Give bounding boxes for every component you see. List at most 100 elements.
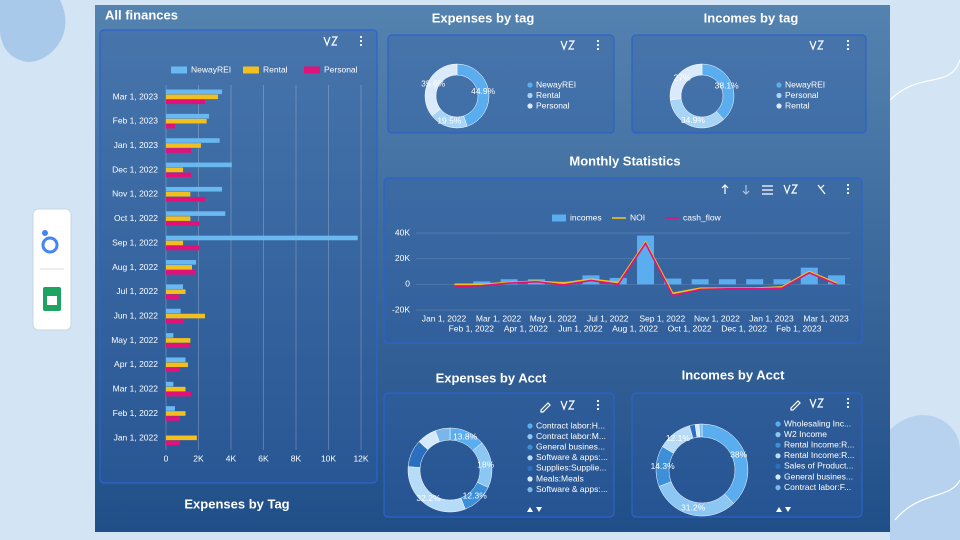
sort-icon[interactable] <box>809 398 825 409</box>
bar <box>166 221 200 226</box>
bar <box>166 338 191 343</box>
menu-icon <box>846 401 850 405</box>
x-tick-label: Jan 1, 2022 <box>422 313 467 323</box>
panel <box>631 392 863 518</box>
sort-up-icon[interactable] <box>721 184 729 194</box>
slice-label: 13.8% <box>453 432 478 442</box>
slice-label: 31.2% <box>681 503 706 513</box>
x-tick-label: 10K <box>321 453 336 463</box>
y-tick-label: Mar 1, 2023 <box>113 91 159 101</box>
looker-icon[interactable] <box>41 236 59 254</box>
legend-label: Rental <box>536 90 561 100</box>
bar <box>166 235 358 241</box>
y-tick-label: 40K <box>395 227 410 237</box>
bar <box>166 94 218 100</box>
filter-icon[interactable] <box>762 185 773 195</box>
bar <box>746 279 764 285</box>
legend-dot <box>775 453 781 459</box>
legend-label: Rental <box>263 64 288 74</box>
legend-label: Rental Income:R... <box>784 439 854 449</box>
legend-label: Personal <box>324 64 358 74</box>
legend-dot <box>775 421 781 427</box>
bar <box>166 343 191 348</box>
sort-icon[interactable] <box>809 40 825 51</box>
legend-label: Software & apps:... <box>536 484 608 494</box>
legend-swatch <box>304 66 320 74</box>
y-tick-label: Dec 1, 2022 <box>112 164 158 174</box>
edit-icon[interactable] <box>540 402 551 413</box>
y-tick-label: Oct 1, 2022 <box>114 213 158 223</box>
menu-icon <box>596 47 600 51</box>
legend-dot <box>775 432 781 438</box>
menu-icon[interactable] <box>846 39 850 43</box>
sort-icon[interactable] <box>560 40 576 51</box>
legend-label: General busines... <box>784 471 853 481</box>
menu-icon[interactable] <box>359 35 363 39</box>
bar <box>166 313 205 319</box>
decoration <box>889 59 960 101</box>
legend-dot <box>527 465 533 471</box>
legend-label: Contract labor:F... <box>784 482 851 492</box>
bar <box>166 386 186 392</box>
legend-label: Rental Income:R... <box>784 450 854 460</box>
legend-label: Software & apps:... <box>536 452 608 462</box>
bar <box>166 391 192 397</box>
menu-icon[interactable] <box>846 397 850 401</box>
slice-label: 27% <box>674 73 691 83</box>
legend-label: Personal <box>536 100 570 110</box>
chart-title: Monthly Statistics <box>569 153 680 168</box>
slice-label: 18% <box>477 459 494 469</box>
legend-dot <box>776 82 782 88</box>
bar <box>166 411 186 416</box>
slice-label: 14.3% <box>651 461 676 471</box>
legend-dot <box>527 82 533 88</box>
x-tick-label: Apr 1, 2022 <box>504 323 548 333</box>
bar <box>166 416 180 421</box>
legend-label: NewayREI <box>536 79 576 89</box>
menu-icon[interactable] <box>596 39 600 43</box>
menu-icon[interactable] <box>596 399 600 403</box>
decoration <box>894 479 960 521</box>
legend-label: W2 Income <box>784 429 827 439</box>
sheets-icon-grid <box>47 296 57 305</box>
legend-dot <box>527 476 533 482</box>
pager-icon[interactable] <box>776 507 791 512</box>
looker-icon-dot <box>42 230 48 236</box>
pager-icon[interactable] <box>527 507 542 512</box>
x-tick-label: 2K <box>193 453 204 463</box>
menu-icon[interactable] <box>846 183 850 187</box>
y-tick-label: Sep 1, 2022 <box>112 237 158 247</box>
donut-slice <box>424 63 458 117</box>
y-tick-label: Jan 1, 2023 <box>114 140 159 150</box>
y-tick-label: -20K <box>392 304 410 314</box>
x-tick-label: 12K <box>353 453 368 463</box>
legend-label: NOI <box>630 212 645 222</box>
edit-icon[interactable] <box>790 400 801 411</box>
bar <box>166 308 181 314</box>
menu-icon <box>846 405 850 409</box>
sort-down-icon[interactable] <box>742 185 750 195</box>
chart-title: Incomes by tag <box>704 10 799 25</box>
menu-icon <box>359 43 363 47</box>
panel <box>631 34 867 134</box>
bar <box>828 275 846 285</box>
menu-icon <box>596 43 600 47</box>
sort-icon[interactable] <box>323 36 339 47</box>
bar <box>166 318 184 324</box>
x-tick-label: Feb 1, 2023 <box>776 323 822 333</box>
bar <box>166 270 196 275</box>
slice-label: 35.6% <box>421 79 446 89</box>
drill-icon[interactable] <box>817 184 826 195</box>
bar <box>166 435 197 441</box>
bar <box>166 367 180 373</box>
sort-icon[interactable] <box>783 184 799 195</box>
legend-label: NewayREI <box>785 79 825 89</box>
legend-label: Contract labor:M... <box>536 431 606 441</box>
legend-dot <box>775 474 781 480</box>
legend-label: incomes <box>570 212 602 222</box>
y-tick-label: Aug 1, 2022 <box>112 262 158 272</box>
legend-dot <box>527 103 533 109</box>
chart-title: All finances <box>105 7 178 22</box>
sort-icon[interactable] <box>560 400 576 411</box>
